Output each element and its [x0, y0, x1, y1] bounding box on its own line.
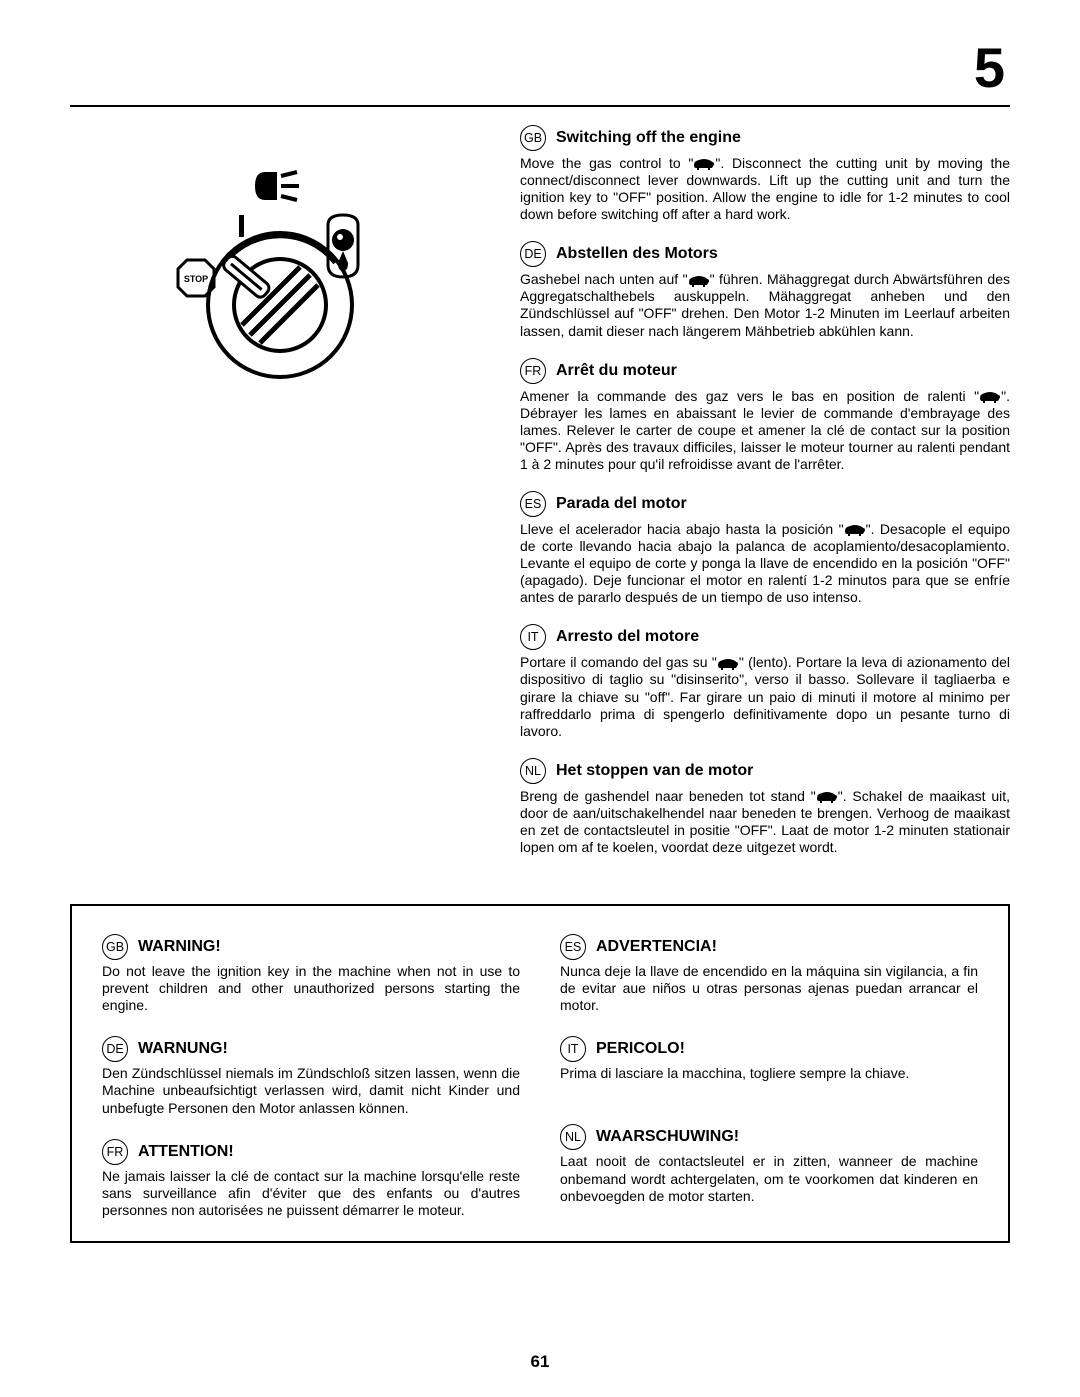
warn-body: Do not leave the ignition key in the mac… — [102, 963, 520, 1014]
warning-col-right: ES ADVERTENCIA! Nunca deje la llave de e… — [560, 934, 978, 1219]
warning-col-left: GB WARNING! Do not leave the ignition ke… — [102, 934, 520, 1219]
lang-title: Switching off the engine — [556, 129, 741, 147]
lang-block: GB Switching off the engine Move the gas… — [520, 125, 1010, 223]
lang-title: Parada del motor — [556, 495, 687, 513]
warn-body: Nunca deje la llave de encendido en la m… — [560, 963, 978, 1014]
warn-block: NL WAARSCHUWING! Laat nooit de contactsl… — [560, 1124, 978, 1204]
lang-body: Move the gas control to "". Disconnect t… — [520, 155, 1010, 223]
warn-body: Den Zündschlüssel niemals im Zündschloß … — [102, 1065, 520, 1116]
lang-badge-de: DE — [520, 241, 546, 267]
section-number: 5 — [974, 35, 1005, 100]
warn-block: GB WARNING! Do not leave the ignition ke… — [102, 934, 520, 1014]
warn-title: WAARSCHUWING! — [596, 1128, 739, 1146]
lang-block: DE Abstellen des Motors Gashebel nach un… — [520, 241, 1010, 339]
lang-body: Portare il comando del gas su "" (lento)… — [520, 654, 1010, 739]
warn-body: Laat nooit de contactsleutel er in zitte… — [560, 1153, 978, 1204]
warn-title: ATTENTION! — [138, 1143, 234, 1161]
lang-block: ES Parada del motor Lleve el acelerador … — [520, 491, 1010, 606]
warning-box: GB WARNING! Do not leave the ignition ke… — [70, 904, 1010, 1243]
lang-title: Arrêt du moteur — [556, 362, 677, 380]
lang-block: FR Arrêt du moteur Amener la commande de… — [520, 358, 1010, 473]
stop-label: STOP — [184, 274, 208, 284]
illustration-column: STOP — [70, 125, 490, 874]
ignition-dial-illustration: STOP — [150, 165, 410, 395]
instructions-column: GB Switching off the engine Move the gas… — [520, 125, 1010, 874]
lang-badge-nl: NL — [520, 758, 546, 784]
lang-badge-gb: GB — [520, 125, 546, 151]
lang-badge-es: ES — [560, 934, 586, 960]
lang-badge-fr: FR — [520, 358, 546, 384]
warn-title: PERICOLO! — [596, 1040, 685, 1058]
page-number: 61 — [531, 1352, 550, 1372]
lang-title: Het stoppen van de motor — [556, 762, 753, 780]
warn-body: Prima di lasciare la macchina, togliere … — [560, 1065, 978, 1082]
lang-badge-gb: GB — [102, 934, 128, 960]
upper-section: STOP — [70, 125, 1010, 874]
lang-badge-fr: FR — [102, 1139, 128, 1165]
lang-body: Lleve el acelerador hacia abajo hasta la… — [520, 521, 1010, 606]
warn-body: Ne jamais laisser la clé de contact sur … — [102, 1168, 520, 1219]
lang-title: Abstellen des Motors — [556, 245, 718, 263]
warn-block: DE WARNUNG! Den Zündschlüssel niemals im… — [102, 1036, 520, 1116]
lang-title: Arresto del motore — [556, 628, 699, 646]
lang-badge-es: ES — [520, 491, 546, 517]
lang-block: NL Het stoppen van de motor Breng de gas… — [520, 758, 1010, 856]
lang-body: Amener la commande des gaz vers le bas e… — [520, 388, 1010, 473]
warn-block: IT PERICOLO! Prima di lasciare la macchi… — [560, 1036, 978, 1082]
warn-title: ADVERTENCIA! — [596, 938, 717, 956]
lang-badge-nl: NL — [560, 1124, 586, 1150]
lang-body: Gashebel nach unten auf "" führen. Mähag… — [520, 271, 1010, 339]
warn-block: FR ATTENTION! Ne jamais laisser la clé d… — [102, 1139, 520, 1219]
warn-title: WARNING! — [138, 938, 221, 956]
page: 5 STOP — [0, 0, 1080, 1397]
warn-block: ES ADVERTENCIA! Nunca deje la llave de e… — [560, 934, 978, 1014]
lang-badge-it: IT — [520, 624, 546, 650]
lang-badge-it: IT — [560, 1036, 586, 1062]
lang-badge-de: DE — [102, 1036, 128, 1062]
divider — [70, 105, 1010, 107]
warn-title: WARNUNG! — [138, 1040, 228, 1058]
lang-block: IT Arresto del motore Portare il comando… — [520, 624, 1010, 739]
lang-body: Breng de gashendel naar beneden tot stan… — [520, 788, 1010, 856]
